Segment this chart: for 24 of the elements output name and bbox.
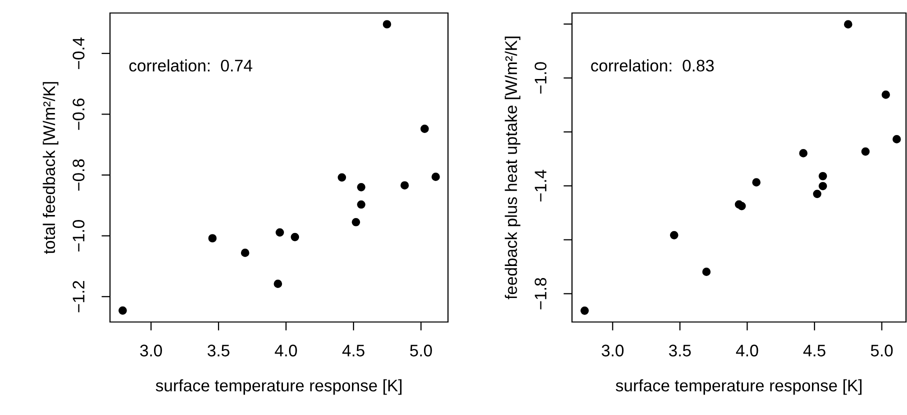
y-tick-label: −1.0 (534, 62, 546, 94)
y-tick-label: −1.4 (534, 170, 546, 202)
y-tick-label: −1.2 (72, 281, 84, 312)
x-tick-label: 5.0 (410, 344, 432, 356)
x-tick-label: 4.5 (803, 344, 826, 356)
x-axis-title: surface temperature response [K] (156, 379, 402, 395)
x-tick-label: 5.0 (870, 344, 893, 356)
y-tick-label: −0.6 (72, 98, 84, 130)
y-axis-title: feedback plus heat uptake [W/m²/K] (504, 36, 520, 300)
x-tick-label: 3.5 (208, 344, 230, 356)
y-tick-label: −0.4 (72, 37, 84, 70)
x-tick-label: 4.5 (342, 344, 364, 356)
y-tick-label: −1.0 (72, 220, 84, 252)
x-axis-title: surface temperature response [K] (616, 379, 862, 395)
annotation: correlation: 0.74 (129, 59, 252, 72)
x-tick-label: 3.5 (668, 344, 691, 356)
x-tick-label: 4.0 (736, 344, 758, 356)
x-tick-label: 4.0 (274, 344, 297, 356)
x-tick-label: 3.0 (140, 344, 162, 356)
y-tick-label: −1.8 (534, 278, 546, 310)
y-axis-title: total feedback [W/m²/K] (42, 82, 58, 254)
y-tick-label: −0.8 (72, 159, 84, 191)
annotation: correlation: 0.83 (591, 59, 714, 72)
x-tick-label: 3.0 (602, 344, 624, 356)
